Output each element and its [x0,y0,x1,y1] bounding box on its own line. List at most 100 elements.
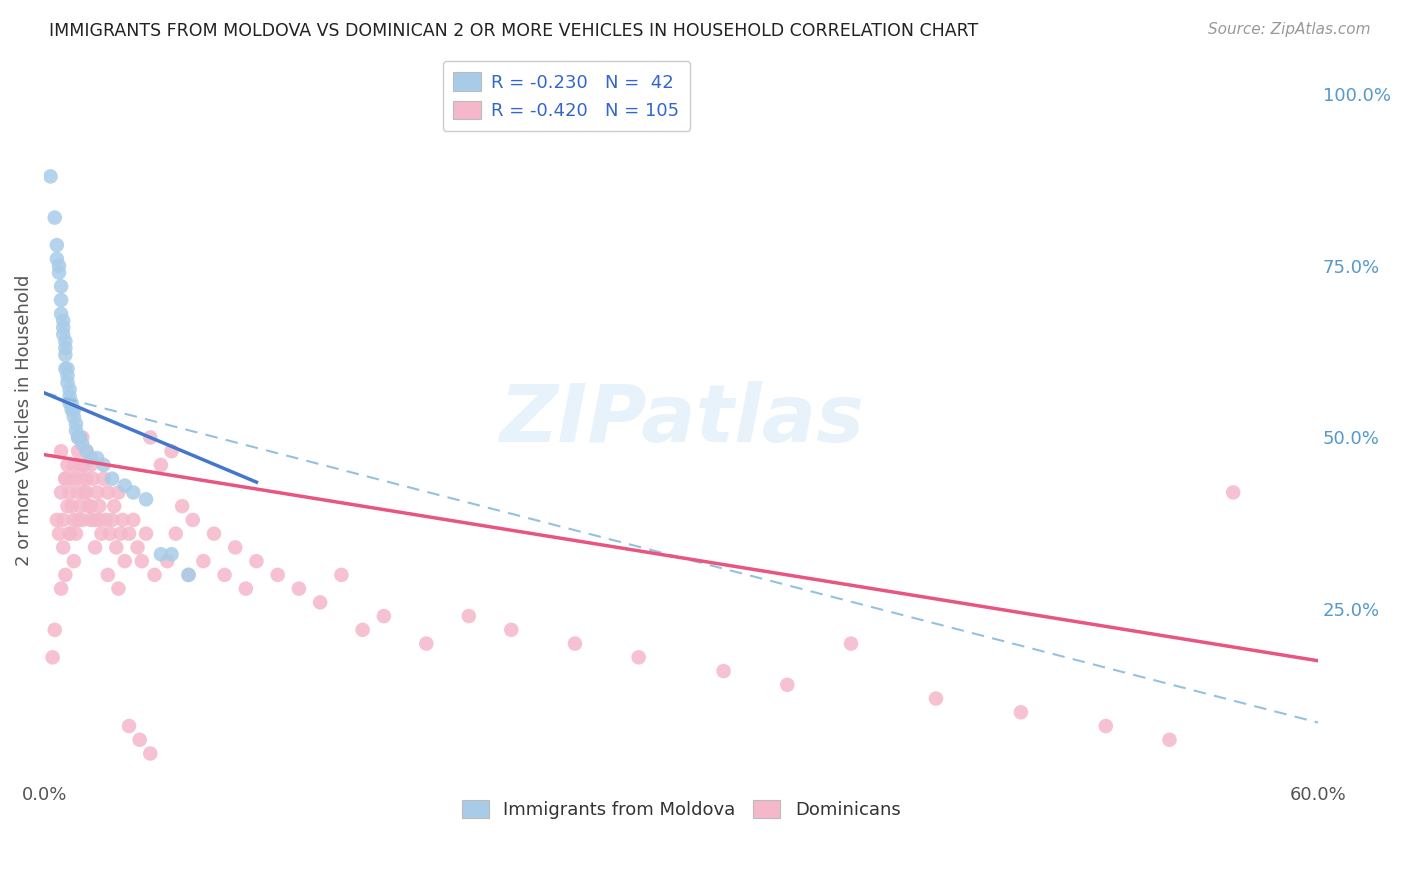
Point [457,609,479,624]
Point [44,623,66,637]
Point [53,361,76,376]
Point [44,211,66,225]
Point [266,567,288,582]
Point [713,664,735,678]
Point [122,513,145,527]
Point [53,334,76,349]
Point [89,513,111,527]
Point [94,513,117,527]
Y-axis label: 2 or more Vehicles in Household: 2 or more Vehicles in Household [15,275,32,566]
Point [49,485,72,500]
Point [56,458,79,472]
Point [58,526,80,541]
Point [245,554,267,568]
Point [58,485,80,500]
Point [39,169,62,184]
Point [149,458,172,472]
Point [58,396,80,410]
Text: ZIPatlas: ZIPatlas [499,381,863,459]
Point [52,314,75,328]
Point [72,430,94,444]
Point [53,472,76,486]
Point [93,458,115,472]
Point [77,499,100,513]
Point [45,252,67,266]
Point [60,396,83,410]
Point [415,637,437,651]
Point [67,444,90,458]
Point [80,499,103,513]
Point [128,732,150,747]
Point [84,541,107,555]
Point [65,526,87,541]
Point [101,513,124,527]
Point [73,458,96,472]
Point [177,567,200,582]
Point [330,567,353,582]
Point [69,499,91,513]
Point [80,451,103,466]
Point [103,499,125,513]
Point [48,266,70,280]
Point [1094,719,1116,733]
Point [76,444,98,458]
Point [53,472,76,486]
Point [627,650,650,665]
Point [48,259,70,273]
Point [86,451,108,466]
Point [53,567,76,582]
Legend: Immigrants from Moldova, Dominicans: Immigrants from Moldova, Dominicans [454,792,908,826]
Point [63,513,86,527]
Point [98,526,121,541]
Point [76,485,98,500]
Point [52,320,75,334]
Point [53,341,76,355]
Point [41,650,63,665]
Point [63,554,86,568]
Point [139,747,162,761]
Point [76,472,98,486]
Point [111,513,134,527]
Point [135,492,157,507]
Point [48,526,70,541]
Point [118,526,141,541]
Point [56,368,79,383]
Point [149,547,172,561]
Point [1159,732,1181,747]
Point [352,623,374,637]
Point [373,609,395,624]
Point [97,567,120,582]
Point [52,327,75,342]
Point [107,582,129,596]
Point [172,499,194,513]
Point [52,513,75,527]
Point [93,472,115,486]
Point [52,541,75,555]
Point [63,409,86,424]
Point [214,567,236,582]
Point [56,376,79,390]
Point [67,430,90,444]
Point [72,472,94,486]
Point [90,526,112,541]
Point [73,485,96,500]
Point [118,719,141,733]
Point [110,526,132,541]
Point [69,430,91,444]
Point [58,383,80,397]
Point [49,293,72,307]
Point [69,458,91,472]
Point [156,554,179,568]
Point [131,554,153,568]
Point [58,526,80,541]
Point [1010,706,1032,720]
Point [193,554,215,568]
Point [105,541,128,555]
Point [839,637,862,651]
Point [114,478,136,492]
Point [84,513,107,527]
Point [235,582,257,596]
Point [80,458,103,472]
Point [122,485,145,500]
Text: Source: ZipAtlas.com: Source: ZipAtlas.com [1208,22,1371,37]
